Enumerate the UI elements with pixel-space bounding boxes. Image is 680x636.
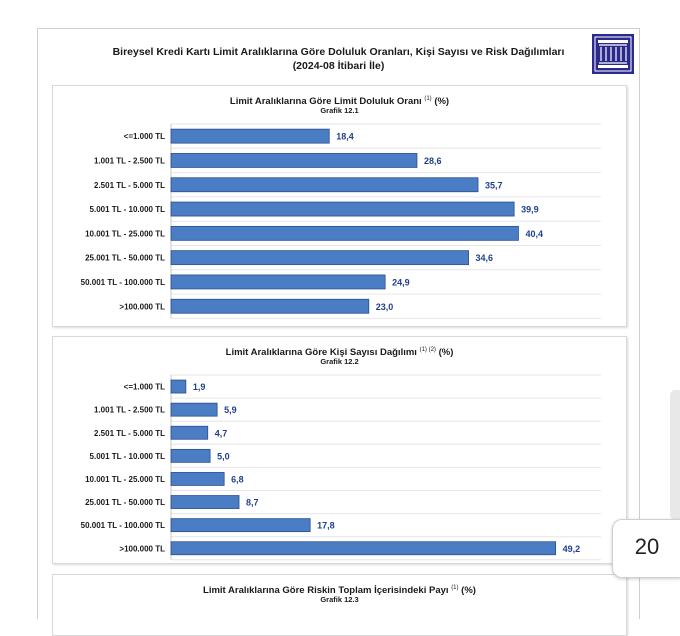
grid-lines [171,374,601,561]
bar [170,495,240,509]
category-label: 2.501 TL - 5.000 TL [94,181,165,190]
data-label: 5,0 [217,451,230,461]
bar [170,448,211,463]
bar [170,472,225,486]
category-label: 50.001 TL - 100.000 TL [81,521,165,530]
bar [170,402,218,417]
category-label: 25.001 TL - 50.000 TL [85,254,165,263]
data-label: 8,7 [246,498,259,508]
chart-title-unit: (%) [434,96,450,108]
chart-panel-12-2: Limit Aralıklarına Göre Kişi Sayısı Dağı… [52,336,627,564]
chart-title-note: (1) [424,96,432,102]
bar [170,225,519,241]
bar [170,379,187,394]
category-label: 10.001 TL - 25.000 TL [85,475,165,484]
category-label: 5.001 TL - 10.000 TL [90,452,166,461]
data-label: 35,7 [485,180,503,190]
bar [170,518,311,533]
scroll-indicator [670,390,680,520]
data-label: 5,9 [224,405,237,415]
category-label: 50.001 TL - 100.000 TL [81,278,165,287]
chart-title-unit: (%) [461,585,476,597]
chart-title-note: (1) (2) [419,347,436,353]
bar [170,201,515,217]
bar [170,541,557,556]
category-label: 2.501 TL - 5.000 TL [94,429,165,438]
document-title-line1: Bireysel Kredi Kartı Limit Aralıklarına … [112,46,565,58]
document-page: Bireysel Kredi Kartı Limit Aralıklarına … [37,28,640,636]
chart-title: Limit Aralıklarına Göre Limit Doluluk Or… [53,94,626,107]
bar [170,128,330,144]
chart-title-text: Limit Aralıklarına Göre Riskin Toplam İç… [203,585,449,597]
category-label: 25.001 TL - 50.000 TL [85,498,165,507]
bar [170,177,479,193]
page-number: 20 [634,534,660,559]
grid-lines [171,123,601,319]
bar [170,274,386,290]
data-label: 23,0 [376,302,394,312]
document-title: Bireysel Kredi Kartı Limit Aralıklarına … [38,45,639,73]
bar [170,250,469,266]
data-label: 18,4 [336,132,354,142]
bar [170,153,418,168]
category-label: <=1.000 TL [124,383,165,392]
chart-title-text: Limit Aralıklarına Göre Kişi Sayısı Dağı… [225,347,417,359]
data-label: 28,6 [424,156,442,166]
data-label: 6,8 [231,474,244,484]
category-label: >100.000 TL [119,302,165,311]
bar-chart-12-1: <=1.000 TL 18,4 1.001 TL - 2.500 TL 28,6 2.5… [81,123,601,319]
category-label: >100.000 TL [119,544,165,553]
data-label: 34,6 [476,253,494,263]
bar [170,425,209,440]
data-label: 24,9 [392,277,410,287]
category-label: 1.001 TL - 2.500 TL [94,406,165,415]
category-label: 1.001 TL - 2.500 TL [94,156,165,165]
category-label: <=1.000 TL [124,132,165,141]
category-label: 10.001 TL - 25.000 TL [85,229,165,238]
chart-title-note: (1) [451,585,459,591]
document-title-line2: (2024-08 İtibari İle) [292,60,385,72]
category-label: 5.001 TL - 10.000 TL [90,205,166,214]
chart-title-text: Limit Aralıklarına Göre Limit Doluluk Or… [229,96,422,108]
bar [170,298,370,314]
page-number-badge: 20 [612,519,680,578]
chart-subtitle: Grafik 12.3 [320,595,359,604]
chart-title: Limit Aralıklarına Göre Riskin Toplam İç… [53,583,626,596]
data-label: 1,9 [193,382,206,392]
data-label: 4,7 [215,428,228,438]
data-label: 39,9 [521,205,539,215]
chart-title: Limit Aralıklarına Göre Kişi Sayısı Dağı… [53,345,626,358]
chart-subtitle: Grafik 12.1 [320,106,359,115]
data-label: 17,8 [317,521,335,531]
data-label: 49,2 [563,544,581,554]
chart-panel-12-1: Limit Aralıklarına Göre Limit Doluluk Or… [52,85,627,327]
chart-panel-12-3: Limit Aralıklarına Göre Riskin Toplam İç… [52,574,627,636]
chart-subtitle: Grafik 12.2 [320,357,359,366]
bar-chart-12-2: <=1.000 TL 1,9 1.001 TL - 2.500 TL 5,9 2.501… [81,374,601,561]
data-label: 40,4 [525,229,543,239]
chart-title-unit: (%) [438,347,454,359]
institution-logo-icon [592,34,634,74]
